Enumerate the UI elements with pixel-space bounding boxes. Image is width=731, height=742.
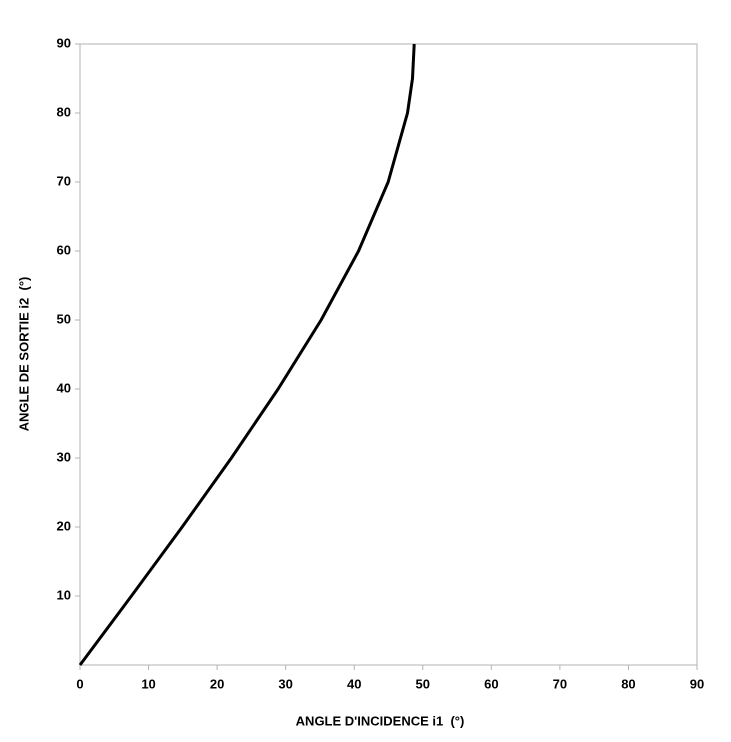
y-tick-label: 40 xyxy=(57,380,71,395)
y-tick-label: 10 xyxy=(57,587,71,602)
x-tick-label: 90 xyxy=(690,676,704,691)
x-tick-label: 60 xyxy=(484,676,498,691)
data-line xyxy=(78,43,416,666)
y-tick-label: 30 xyxy=(57,449,71,464)
x-tick-label: 40 xyxy=(347,676,361,691)
x-tick-label: 20 xyxy=(210,676,224,691)
x-axis-label: ANGLE D'INCIDENCE i1 (°) xyxy=(296,713,465,728)
x-tick-label: 10 xyxy=(141,676,155,691)
y-tick-label: 90 xyxy=(57,35,71,50)
x-tick-label: 80 xyxy=(621,676,635,691)
x-tick-label: 0 xyxy=(76,676,83,691)
y-tick-label: 80 xyxy=(57,104,71,119)
y-tick-label: 50 xyxy=(57,311,71,326)
y-tick-label: 60 xyxy=(57,242,71,257)
x-tick-label: 50 xyxy=(416,676,430,691)
y-tick-label: 20 xyxy=(57,518,71,533)
x-tick-label: 30 xyxy=(278,676,292,691)
x-tick-label: 70 xyxy=(553,676,567,691)
y-tick-label: 70 xyxy=(57,173,71,188)
plot-frame xyxy=(79,43,698,666)
y-axis-label: ANGLE DE SORTIE i2 (°) xyxy=(16,277,31,432)
